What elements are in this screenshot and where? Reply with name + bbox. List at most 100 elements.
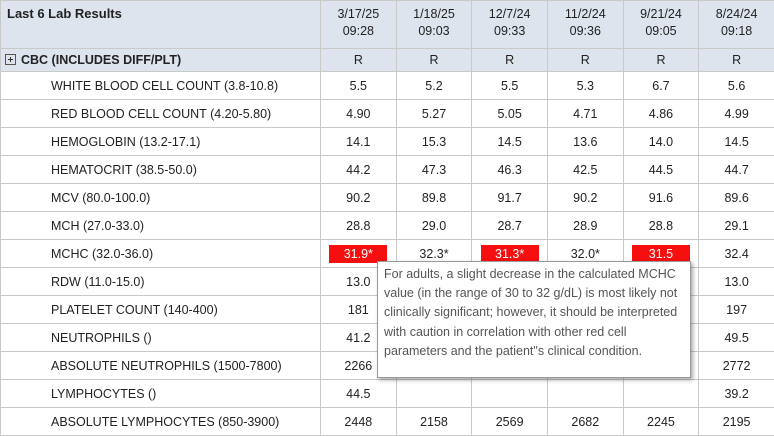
result-cell[interactable]: 28.8 xyxy=(623,212,699,240)
result-cell[interactable]: 5.2 xyxy=(396,72,472,100)
result-cell[interactable]: 5.27 xyxy=(396,100,472,128)
result-cell[interactable]: 89.6 xyxy=(699,184,774,212)
result-cell[interactable]: 28.7 xyxy=(472,212,548,240)
result-cell[interactable]: 29.1 xyxy=(699,212,774,240)
result-cell[interactable]: 28.9 xyxy=(547,212,623,240)
test-name: RDW (11.0-15.0) xyxy=(1,268,321,296)
result-cell[interactable]: 14.1 xyxy=(321,128,397,156)
result-cell[interactable]: 4.99 xyxy=(699,100,774,128)
result-cell[interactable]: 197 xyxy=(699,296,774,324)
result-cell[interactable]: 90.2 xyxy=(547,184,623,212)
result-cell[interactable]: 5.3 xyxy=(547,72,623,100)
result-value: 2195 xyxy=(708,413,766,431)
result-value: 89.8 xyxy=(405,189,463,207)
result-value xyxy=(405,394,463,398)
result-cell[interactable]: 42.5 xyxy=(547,156,623,184)
result-cell[interactable]: 89.8 xyxy=(396,184,472,212)
result-cell[interactable]: 28.8 xyxy=(321,212,397,240)
result-cell[interactable]: 15.3 xyxy=(396,128,472,156)
result-cell[interactable]: 13.6 xyxy=(547,128,623,156)
result-cell[interactable]: 2448 xyxy=(321,408,397,436)
result-cell[interactable]: 4.90 xyxy=(321,100,397,128)
result-cell[interactable]: 39.2 xyxy=(699,380,774,408)
group-status-cell: R xyxy=(623,49,699,72)
result-value: 2245 xyxy=(632,413,690,431)
group-status-cell: R xyxy=(396,49,472,72)
result-cell[interactable] xyxy=(547,380,623,408)
result-value: 5.5 xyxy=(329,77,387,95)
result-cell[interactable]: 2569 xyxy=(472,408,548,436)
result-cell[interactable] xyxy=(623,380,699,408)
result-cell[interactable]: 4.86 xyxy=(623,100,699,128)
result-cell[interactable]: 14.5 xyxy=(472,128,548,156)
result-cell[interactable]: 44.2 xyxy=(321,156,397,184)
result-cell[interactable]: 5.6 xyxy=(699,72,774,100)
result-cell[interactable]: 13.0 xyxy=(699,268,774,296)
result-cell[interactable]: 2682 xyxy=(547,408,623,436)
collection-time: 09:05 xyxy=(645,24,676,38)
group-status-cell: R xyxy=(699,49,774,72)
result-value: 28.8 xyxy=(632,217,690,235)
result-value: 28.7 xyxy=(481,217,539,235)
result-cell[interactable]: 5.05 xyxy=(472,100,548,128)
result-value: 5.5 xyxy=(481,77,539,95)
result-cell[interactable]: 5.5 xyxy=(321,72,397,100)
result-cell[interactable]: 14.0 xyxy=(623,128,699,156)
result-value: 44.2 xyxy=(329,161,387,179)
result-cell[interactable]: 14.5 xyxy=(699,128,774,156)
result-cell[interactable]: 4.71 xyxy=(547,100,623,128)
collection-date: 9/21/24 xyxy=(640,7,682,21)
result-value: 2158 xyxy=(405,413,463,431)
table-row[interactable]: MCH (27.0-33.0) 28.8 29.0 28.7 28.9 28.8 29.1 xyxy=(1,212,774,240)
result-value: 4.90 xyxy=(329,105,387,123)
result-value: 44.5 xyxy=(632,161,690,179)
result-cell[interactable]: 32.4 xyxy=(699,240,774,268)
result-cell[interactable]: 49.5 xyxy=(699,324,774,352)
date-column-header[interactable]: 9/21/24 09:05 xyxy=(623,1,699,49)
result-cell[interactable]: 44.7 xyxy=(699,156,774,184)
test-name: MCH (27.0-33.0) xyxy=(1,212,321,240)
expand-plus-icon[interactable] xyxy=(5,54,16,65)
result-cell[interactable]: 2245 xyxy=(623,408,699,436)
result-cell[interactable]: 44.5 xyxy=(321,380,397,408)
result-value: 28.8 xyxy=(329,217,387,235)
mchc-tooltip: For adults, a slight decrease in the cal… xyxy=(377,261,691,378)
result-cell[interactable]: 2158 xyxy=(396,408,472,436)
result-cell[interactable]: 91.6 xyxy=(623,184,699,212)
result-cell[interactable]: 90.2 xyxy=(321,184,397,212)
result-value: 32.3* xyxy=(405,245,463,263)
result-value: 5.05 xyxy=(481,105,539,123)
result-value: 89.6 xyxy=(708,189,766,207)
result-cell[interactable] xyxy=(396,380,472,408)
group-header[interactable]: CBC (INCLUDES DIFF/PLT) xyxy=(1,49,321,72)
result-cell[interactable]: 91.7 xyxy=(472,184,548,212)
result-cell[interactable]: 2195 xyxy=(699,408,774,436)
test-name: MCV (80.0-100.0) xyxy=(1,184,321,212)
result-value: 90.2 xyxy=(329,189,387,207)
result-value: 15.3 xyxy=(405,133,463,151)
result-cell[interactable]: 44.5 xyxy=(623,156,699,184)
result-cell[interactable]: 2772 xyxy=(699,352,774,380)
result-cell[interactable]: 29.0 xyxy=(396,212,472,240)
group-name: CBC (INCLUDES DIFF/PLT) xyxy=(21,53,181,67)
result-cell[interactable] xyxy=(472,380,548,408)
result-cell[interactable]: 6.7 xyxy=(623,72,699,100)
result-cell[interactable]: 5.5 xyxy=(472,72,548,100)
result-cell[interactable]: 46.3 xyxy=(472,156,548,184)
result-cell[interactable]: 47.3 xyxy=(396,156,472,184)
